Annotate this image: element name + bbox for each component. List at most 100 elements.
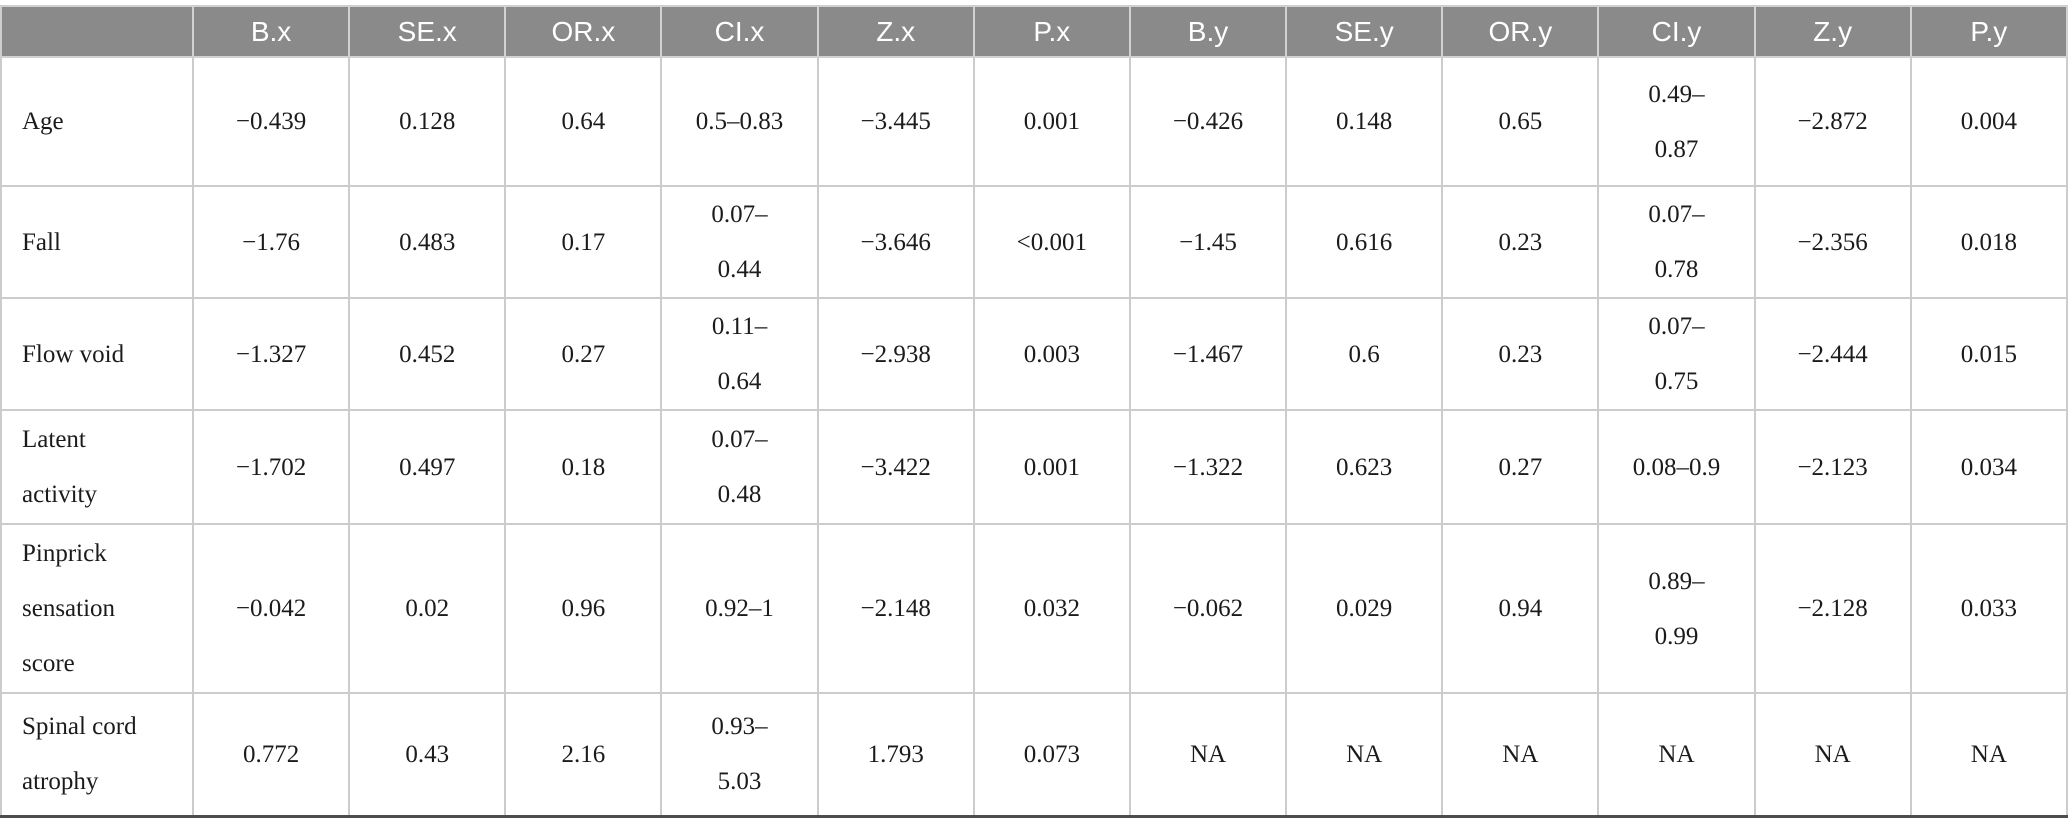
- table-body: Age −0.439 0.128 0.64 0.5–0.83 −3.445 0.001 −0.…: [0, 56, 2068, 818]
- row-label: Age: [0, 56, 194, 187]
- table-cell: 0.07– 0.48: [660, 409, 819, 525]
- table-cell: −2.128: [1753, 523, 1912, 694]
- table-cell: 0.128: [348, 56, 507, 187]
- table-cell: −1.76: [191, 185, 351, 299]
- table-cell: 0.64: [504, 56, 663, 187]
- table-cell: 0.94: [1441, 523, 1600, 694]
- table-cell: 0.034: [1909, 409, 2068, 525]
- results-table: B.x SE.x OR.x CI.x Z.x P.x B.y SE.y OR.y CI.y Z.y P…: [0, 5, 2068, 818]
- table-cell: 1.793: [816, 692, 975, 818]
- table-cell: NA: [1753, 692, 1912, 818]
- table-cell: 0.148: [1285, 56, 1444, 187]
- table-cell: NA: [1285, 692, 1444, 818]
- table-cell: 0.483: [348, 185, 507, 299]
- table-cell: −3.445: [816, 56, 975, 187]
- table-cell: 0.5–0.83: [660, 56, 819, 187]
- table-cell: 0.497: [348, 409, 507, 525]
- table-cell: −2.444: [1753, 297, 1912, 411]
- column-header: B.y: [1128, 5, 1288, 58]
- row-label: Fall: [0, 185, 194, 299]
- table-row: Spinal cord atrophy 0.772 0.43 2.16 0.93– 5.…: [0, 692, 2068, 818]
- table-row: Pinprick sensation score −0.042 0.02 0.96 0.…: [0, 523, 2068, 694]
- table-cell: 0.89– 0.99: [1597, 523, 1756, 694]
- table-cell: 0.23: [1441, 297, 1600, 411]
- column-header: SE.y: [1285, 5, 1444, 58]
- table-header: B.x SE.x OR.x CI.x Z.x P.x B.y SE.y OR.y CI.y Z.y P…: [0, 5, 2068, 58]
- table-cell: NA: [1441, 692, 1600, 818]
- table-cell: 0.073: [972, 692, 1131, 818]
- table-cell: −3.646: [816, 185, 975, 299]
- table-cell: −1.322: [1128, 409, 1288, 525]
- column-header: Z.x: [816, 5, 975, 58]
- column-header: CI.x: [660, 5, 819, 58]
- table-cell: 0.032: [972, 523, 1131, 694]
- column-header: P.x: [972, 5, 1131, 58]
- table-cell: 0.623: [1285, 409, 1444, 525]
- table-cell: 0.004: [1909, 56, 2068, 187]
- table-cell: −0.042: [191, 523, 351, 694]
- table-cell: 0.029: [1285, 523, 1444, 694]
- table-cell: −1.45: [1128, 185, 1288, 299]
- table-cell: NA: [1597, 692, 1756, 818]
- table-cell: −0.062: [1128, 523, 1288, 694]
- table-cell: 0.18: [504, 409, 663, 525]
- table-cell: 0.033: [1909, 523, 2068, 694]
- table-row: Age −0.439 0.128 0.64 0.5–0.83 −3.445 0.001 −0.…: [0, 56, 2068, 187]
- table-cell: −3.422: [816, 409, 975, 525]
- table-cell: 0.27: [1441, 409, 1600, 525]
- table-cell: 0.65: [1441, 56, 1600, 187]
- table-cell: 2.16: [504, 692, 663, 818]
- table-cell: 0.17: [504, 185, 663, 299]
- table-cell: 0.02: [348, 523, 507, 694]
- table-cell: 0.11– 0.64: [660, 297, 819, 411]
- column-header: P.y: [1909, 5, 2068, 58]
- table-cell: 0.08–0.9: [1597, 409, 1756, 525]
- column-header: CI.y: [1597, 5, 1756, 58]
- column-header: B.x: [191, 5, 351, 58]
- table-cell: <0.001: [972, 185, 1131, 299]
- table-cell: 0.6: [1285, 297, 1444, 411]
- row-label: Flow void: [0, 297, 194, 411]
- table-cell: 0.003: [972, 297, 1131, 411]
- column-header: SE.x: [348, 5, 507, 58]
- row-label: Pinprick sensation score: [0, 523, 194, 694]
- table-cell: 0.452: [348, 297, 507, 411]
- table-cell: 0.96: [504, 523, 663, 694]
- table-cell: −1.702: [191, 409, 351, 525]
- table-cell: 0.07– 0.75: [1597, 297, 1756, 411]
- table-cell: 0.015: [1909, 297, 2068, 411]
- table-cell: 0.001: [972, 409, 1131, 525]
- table-cell: 0.27: [504, 297, 663, 411]
- table-cell: 0.772: [191, 692, 351, 818]
- table-cell: −2.123: [1753, 409, 1912, 525]
- table-cell: 0.07– 0.78: [1597, 185, 1756, 299]
- table-cell: −2.938: [816, 297, 975, 411]
- table-cell: 0.07– 0.44: [660, 185, 819, 299]
- table-cell: −0.426: [1128, 56, 1288, 187]
- table-cell: 0.92–1: [660, 523, 819, 694]
- table-cell: −2.872: [1753, 56, 1912, 187]
- header-corner-cell: [0, 5, 194, 58]
- table-cell: −2.356: [1753, 185, 1912, 299]
- table-row: Fall −1.76 0.483 0.17 0.07– 0.44 −3.646 <0.001…: [0, 185, 2068, 299]
- table-cell: −1.467: [1128, 297, 1288, 411]
- table-row: Latent activity −1.702 0.497 0.18 0.07– 0.48…: [0, 409, 2068, 525]
- table-cell: 0.49– 0.87: [1597, 56, 1756, 187]
- table-cell: 0.018: [1909, 185, 2068, 299]
- table-row: Flow void −1.327 0.452 0.27 0.11– 0.64 −2.938…: [0, 297, 2068, 411]
- table-cell: 0.93– 5.03: [660, 692, 819, 818]
- column-header: OR.x: [504, 5, 663, 58]
- table-cell: −2.148: [816, 523, 975, 694]
- table-cell: NA: [1128, 692, 1288, 818]
- table-cell: 0.23: [1441, 185, 1600, 299]
- table-cell: −1.327: [191, 297, 351, 411]
- row-label: Latent activity: [0, 409, 194, 525]
- table-cell: 0.43: [348, 692, 507, 818]
- table-cell: 0.616: [1285, 185, 1444, 299]
- table-cell: 0.001: [972, 56, 1131, 187]
- column-header: OR.y: [1441, 5, 1600, 58]
- table-cell: −0.439: [191, 56, 351, 187]
- column-header: Z.y: [1753, 5, 1912, 58]
- table-cell: NA: [1909, 692, 2068, 818]
